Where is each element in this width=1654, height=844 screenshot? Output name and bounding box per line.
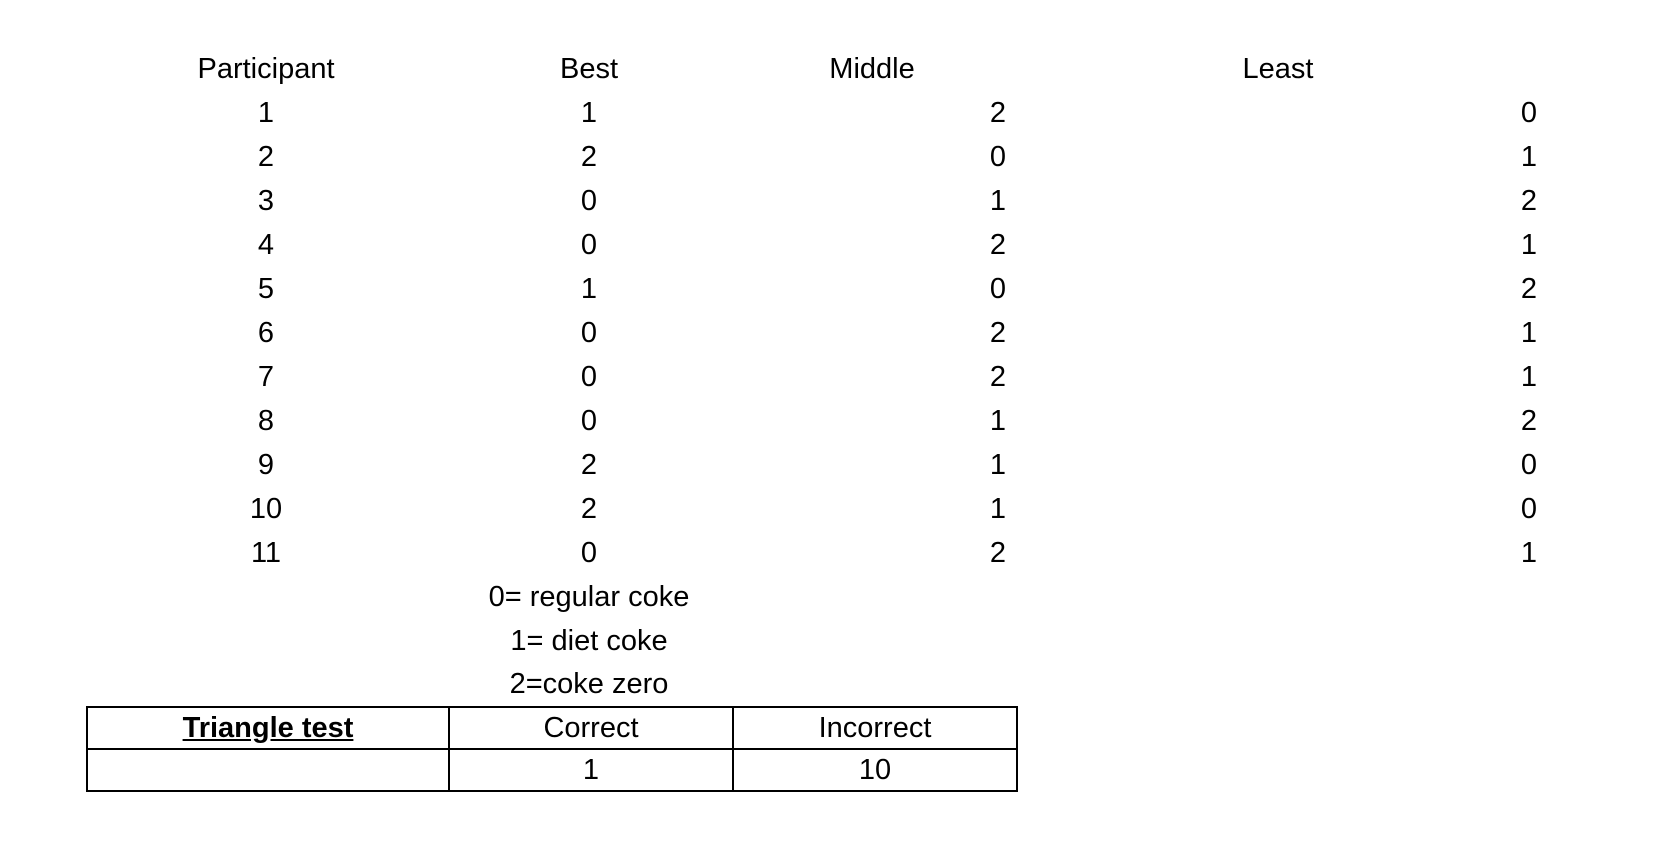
table-row: 5 1 0 2 <box>0 267 1654 311</box>
middle-cell: 1 <box>989 493 1006 525</box>
legend-item: 1= diet coke <box>510 625 668 657</box>
middle-cell: 1 <box>989 185 1006 217</box>
blank-cell <box>86 748 450 792</box>
participant-cell: 4 <box>257 229 275 261</box>
least-cell: 1 <box>1520 537 1537 569</box>
table-row: 6 0 2 1 <box>0 311 1654 355</box>
best-cell: 2 <box>580 449 598 481</box>
correct-value: 1 <box>448 748 734 792</box>
middle-cell: 2 <box>989 317 1006 349</box>
middle-cell: 2 <box>989 97 1006 129</box>
participant-cell: 6 <box>257 317 275 349</box>
participant-cell: 5 <box>257 273 275 305</box>
middle-cell: 2 <box>989 537 1006 569</box>
table-row: 8 0 1 2 <box>0 399 1654 443</box>
table-row: 9 2 1 0 <box>0 443 1654 487</box>
header-middle: Middle <box>829 53 915 85</box>
table-row: 4 0 2 1 <box>0 223 1654 267</box>
middle-cell: 1 <box>989 405 1006 437</box>
middle-cell: 1 <box>989 449 1006 481</box>
participant-cell: 1 <box>257 97 275 129</box>
best-cell: 0 <box>580 537 598 569</box>
best-cell: 0 <box>580 405 598 437</box>
least-cell: 1 <box>1520 229 1537 261</box>
least-cell: 0 <box>1520 97 1537 129</box>
table-row: 10 2 1 0 <box>0 487 1654 531</box>
participant-cell: 9 <box>257 449 275 481</box>
participant-cell: 10 <box>249 493 283 525</box>
header-best: Best <box>559 53 619 85</box>
middle-cell: 0 <box>989 141 1006 173</box>
legend-item: 0= regular coke <box>488 581 690 613</box>
table-row: 1 1 2 0 <box>0 91 1654 135</box>
participant-cell: 11 <box>250 537 282 569</box>
middle-cell: 0 <box>989 273 1006 305</box>
best-cell: 0 <box>580 229 598 261</box>
table-row: 2 2 0 1 <box>0 135 1654 179</box>
incorrect-header: Incorrect <box>732 706 1018 750</box>
triangle-test-value-row: 1 10 <box>86 748 1018 792</box>
least-cell: 0 <box>1520 493 1537 525</box>
best-cell: 0 <box>580 185 598 217</box>
least-cell: 1 <box>1520 317 1537 349</box>
triangle-test-header-row: Triangle test Correct Incorrect <box>86 706 1018 750</box>
best-cell: 2 <box>580 493 598 525</box>
best-cell: 0 <box>580 361 598 393</box>
least-cell: 1 <box>1520 141 1537 173</box>
participant-cell: 7 <box>257 361 275 393</box>
table-row: 3 0 1 2 <box>0 179 1654 223</box>
participant-cell: 8 <box>257 405 275 437</box>
least-cell: 2 <box>1520 405 1537 437</box>
header-least: Least <box>1242 53 1314 85</box>
least-cell: 2 <box>1520 273 1537 305</box>
legend-item: 2=coke zero <box>509 668 669 700</box>
triangle-test-title: Triangle test <box>86 706 450 750</box>
incorrect-value: 10 <box>732 748 1018 792</box>
triangle-test-table: Triangle test Correct Incorrect 1 10 <box>86 706 1018 792</box>
best-cell: 2 <box>580 141 598 173</box>
best-cell: 1 <box>580 97 598 129</box>
least-cell: 2 <box>1520 185 1537 217</box>
header-participant: Participant <box>197 53 335 85</box>
participant-cell: 2 <box>257 141 275 173</box>
least-cell: 0 <box>1520 449 1537 481</box>
best-cell: 0 <box>580 317 598 349</box>
table-row: 7 0 2 1 <box>0 355 1654 399</box>
correct-header: Correct <box>448 706 734 750</box>
middle-cell: 2 <box>989 361 1006 393</box>
least-cell: 1 <box>1520 361 1537 393</box>
participant-cell: 3 <box>257 185 275 217</box>
table-row: 11 0 2 1 <box>0 531 1654 575</box>
best-cell: 1 <box>580 273 598 305</box>
middle-cell: 2 <box>989 229 1006 261</box>
